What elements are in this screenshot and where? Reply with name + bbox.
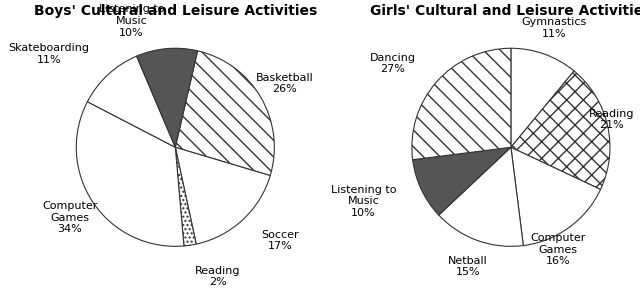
- Wedge shape: [438, 147, 524, 246]
- Text: Gymnastics
11%: Gymnastics 11%: [521, 17, 586, 39]
- Wedge shape: [136, 48, 198, 147]
- Wedge shape: [76, 102, 184, 246]
- Wedge shape: [511, 48, 574, 147]
- Wedge shape: [511, 71, 610, 189]
- Wedge shape: [413, 147, 511, 215]
- Text: Skateboarding
11%: Skateboarding 11%: [8, 43, 89, 65]
- Text: Soccer
17%: Soccer 17%: [261, 230, 299, 251]
- Text: Listening to
Music
10%: Listening to Music 10%: [99, 4, 164, 38]
- Text: Listening to
Music
10%: Listening to Music 10%: [331, 185, 396, 218]
- Text: Netball
15%: Netball 15%: [448, 256, 488, 277]
- Wedge shape: [175, 147, 270, 244]
- Wedge shape: [175, 51, 275, 175]
- Text: Reading
21%: Reading 21%: [589, 109, 635, 130]
- Text: Basketball
26%: Basketball 26%: [256, 73, 314, 94]
- Text: Dancing
27%: Dancing 27%: [370, 53, 416, 74]
- Wedge shape: [175, 147, 196, 246]
- Text: Computer
Games
16%: Computer Games 16%: [530, 233, 586, 267]
- Title: Girls' Cultural and Leisure Activities: Girls' Cultural and Leisure Activities: [370, 4, 640, 18]
- Wedge shape: [412, 48, 511, 160]
- Title: Boys' Cultural and Leisure Activities: Boys' Cultural and Leisure Activities: [34, 4, 317, 18]
- Wedge shape: [511, 147, 600, 246]
- Text: Computer
Games
34%: Computer Games 34%: [42, 201, 98, 235]
- Wedge shape: [88, 56, 175, 147]
- Text: Reading
2%: Reading 2%: [195, 266, 241, 287]
